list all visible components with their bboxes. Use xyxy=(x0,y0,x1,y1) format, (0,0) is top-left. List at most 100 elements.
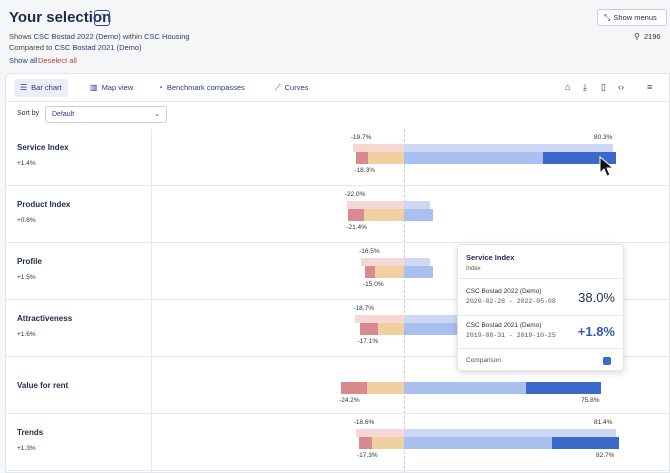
bar-segment-neg[interactable] xyxy=(372,437,404,449)
previous-negative-label: -22.0% xyxy=(344,191,366,198)
row-delta: +0.6% xyxy=(17,217,36,224)
row-label: Product Index xyxy=(17,200,71,209)
bar-segment-strong-neg[interactable] xyxy=(359,437,373,449)
previous-positive-label: 81.4% xyxy=(594,419,613,426)
download-icon[interactable]: ⤓ xyxy=(583,82,587,92)
tooltip-comparison-label: Comparison xyxy=(466,357,502,364)
previous-negative-label: -16.5% xyxy=(359,248,380,255)
tooltip-previous-value: +1.8% xyxy=(577,324,615,339)
tab-label: Bar chart xyxy=(31,83,62,92)
bar-segment-strong-pos[interactable] xyxy=(526,382,602,394)
previous-negative-bar[interactable] xyxy=(355,315,404,323)
tab-curves[interactable]: ⟋ Curves xyxy=(269,79,314,97)
tab-bar-chart[interactable]: ☰ Bar chart xyxy=(14,79,68,97)
bar-segment-strong-neg[interactable] xyxy=(365,266,376,278)
previous-negative-bar[interactable] xyxy=(361,258,404,266)
selection-current-link[interactable]: CSC Bostad 2022 (Demo) xyxy=(33,32,121,41)
tooltip-previous-name: CSC Bostad 2021 (Demo) xyxy=(466,322,542,329)
bar-segment-pos[interactable] xyxy=(404,382,527,394)
chevron-down-icon: ⌄ xyxy=(154,111,160,118)
bar-segment-neg[interactable] xyxy=(377,323,404,335)
menu-icon[interactable]: ≡ xyxy=(647,82,653,92)
label-divider xyxy=(151,129,152,472)
comparison-description: Compared to CSC Bostad 2021 (Demo) xyxy=(9,43,142,52)
respondent-count-value: 2196 xyxy=(643,32,661,41)
tab-label: Curves xyxy=(284,83,309,92)
comparison-swatch xyxy=(603,357,611,365)
within-label: within xyxy=(122,32,143,41)
selection-scope-link[interactable]: CSC Housing xyxy=(144,32,190,41)
previous-negative-bar[interactable] xyxy=(352,144,404,152)
bar-segment-pos[interactable] xyxy=(404,209,433,221)
tooltip-current-dates: 2020-02-28 - 2022-05-08 xyxy=(466,298,556,305)
row-delta: +1.5% xyxy=(17,274,36,281)
previous-positive-label: 80.3% xyxy=(594,134,613,141)
show-menus-label: Show menus xyxy=(613,13,657,22)
mouse-cursor-icon xyxy=(599,156,615,177)
negative-value-label: -21.4% xyxy=(346,224,367,231)
person-icon: ⚲ xyxy=(634,32,640,41)
bar-segment-strong-pos[interactable] xyxy=(542,152,617,164)
previous-positive-bar[interactable] xyxy=(404,201,430,209)
chart-row[interactable]: Product Index +0.6% -21.4% -22.0% xyxy=(6,186,669,243)
deselect-all-link[interactable]: Deselect all xyxy=(38,56,77,65)
divider xyxy=(458,348,625,349)
divider xyxy=(458,278,625,279)
bar-segment-strong-neg[interactable] xyxy=(341,382,368,394)
bar-segment-neg[interactable] xyxy=(367,382,404,394)
row-label: Value for rent xyxy=(17,381,69,390)
sort-select[interactable]: Default ⌄ xyxy=(45,106,167,123)
bar-segment-pos[interactable] xyxy=(404,437,553,449)
divider xyxy=(458,315,625,316)
previous-negative-label: -18.7% xyxy=(353,305,374,312)
row-label: Service Index xyxy=(17,143,69,152)
chart-row[interactable]: Service Index +1.4% -18.3% -19.7% 80.3% xyxy=(6,129,669,186)
bar-segment-pos[interactable] xyxy=(404,152,543,164)
negative-value-label: -17.3% xyxy=(357,452,378,459)
comparison-link[interactable]: CSC Bostad 2021 (Demo) xyxy=(54,43,142,52)
map-icon: ▥ xyxy=(90,83,98,92)
code-icon[interactable]: ‹› xyxy=(618,82,624,92)
tooltip-subtitle: Index xyxy=(466,266,481,272)
results-card: ☰ Bar chart ▥ Map view ◔ Benchmark compasse… xyxy=(5,73,670,473)
home-icon[interactable]: ⌂ xyxy=(565,82,571,92)
chart-row[interactable]: Trends +1.3% -17.3% 82.7% -18.6% 81.4% xyxy=(6,414,669,471)
show-menus-button[interactable]: ⤡ Show menus xyxy=(597,9,667,26)
previous-positive-bar[interactable] xyxy=(404,144,613,152)
shows-label: Shows xyxy=(9,32,32,41)
previous-positive-bar[interactable] xyxy=(404,258,430,266)
chart-row[interactable]: Profile +1.5% -15.0% -16.5% xyxy=(6,243,669,300)
previous-positive-bar[interactable] xyxy=(404,429,616,437)
bar-segment-pos[interactable] xyxy=(404,266,433,278)
row-delta: +1.3% xyxy=(17,445,36,452)
show-all-link[interactable]: Show all xyxy=(9,56,38,65)
bar-segment-strong-neg[interactable] xyxy=(356,152,369,164)
sort-value: Default xyxy=(52,111,75,118)
favorite-star-icon[interactable]: ☆ xyxy=(94,10,110,26)
tooltip-current-name: CSC Bostad 2022 (Demo) xyxy=(466,288,542,295)
bar-segment-neg[interactable] xyxy=(368,152,404,164)
view-toolbar: ☰ Bar chart ▥ Map view ◔ Benchmark compasse… xyxy=(6,74,669,102)
document-icon[interactable]: ▯ xyxy=(601,82,606,92)
row-delta: +1.6% xyxy=(17,331,36,338)
bar-segment-strong-pos[interactable] xyxy=(552,437,619,449)
previous-negative-bar[interactable] xyxy=(346,201,404,209)
tab-map-view[interactable]: ▥ Map view xyxy=(84,79,139,97)
previous-negative-bar[interactable] xyxy=(355,429,404,437)
tooltip-current-value: 38.0% xyxy=(578,290,615,305)
bar-segment-strong-neg[interactable] xyxy=(359,323,378,335)
previous-negative-label: -19.7% xyxy=(350,134,372,141)
respondent-count: ⚲ 2196 xyxy=(634,32,661,41)
selection-description: Shows CSC Bostad 2022 (Demo) within CSC … xyxy=(9,32,190,41)
bar-segment-neg[interactable] xyxy=(363,209,404,221)
negative-value-label: -24.2% xyxy=(339,397,360,404)
tab-label: Map view xyxy=(101,83,134,92)
positive-value-label: 82.7% xyxy=(596,452,615,459)
sort-label: Sort by xyxy=(17,110,40,117)
bar-segment-strong-neg[interactable] xyxy=(348,209,364,221)
row-label: Profile xyxy=(17,257,42,266)
tab-benchmark-compasses[interactable]: ◔ Benchmark compasses xyxy=(152,79,251,97)
chart-row[interactable]: Value for rent -24.2% 75.8% xyxy=(6,357,669,414)
resize-icon: ⤡ xyxy=(604,13,611,22)
bar-segment-neg[interactable] xyxy=(375,266,404,278)
